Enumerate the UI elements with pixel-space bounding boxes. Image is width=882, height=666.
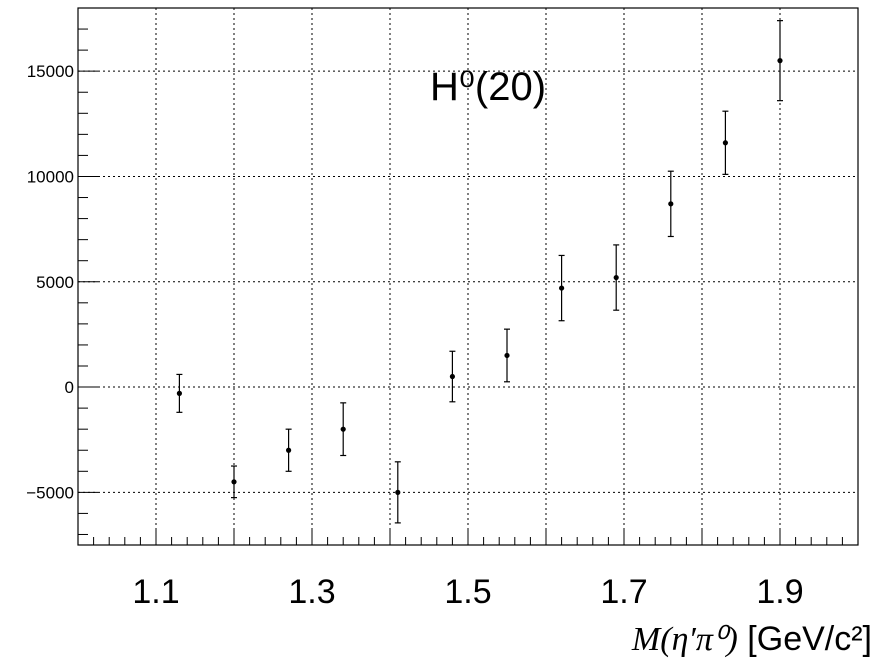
y-tick-label: 10000 [27,167,74,186]
data-point [176,373,183,413]
data-marker [559,285,565,291]
data-marker [777,58,783,64]
data-marker [231,479,237,485]
plot-frame [77,7,859,546]
x-tick-label: 1.5 [444,573,491,611]
data-points [176,20,783,524]
data-point [504,328,510,383]
data-marker [504,352,510,359]
data-marker [340,426,346,432]
data-point [777,20,783,102]
y-tick-label: 5000 [36,273,74,292]
x-tick-label: 1.9 [756,573,803,611]
y-tick-label: −5000 [26,483,74,502]
x-tick-label: 1.7 [600,573,647,611]
x-tick-labels: 1.1 1.3 1.5 1.7 1.9 [132,573,803,611]
data-marker [395,489,401,495]
chart-title: H⁰(20) [430,65,546,109]
y-tick-label: 15000 [27,62,74,81]
data-point [667,170,674,238]
data-point [449,350,456,403]
data-point [231,465,237,499]
data-marker [176,390,182,396]
x-axis-label: M(η′π⁰) [GeV/c²] [631,620,872,658]
data-point [394,461,401,524]
y-tick-labels: −5000 0 5000 10000 15000 [26,62,74,502]
data-marker [449,373,455,380]
data-marker [613,274,619,281]
data-marker [286,447,292,453]
data-point [613,244,620,311]
data-marker [668,201,674,207]
x-axis-label-math: M(η′π⁰) [631,621,738,658]
data-point [722,110,729,175]
data-marker [722,140,729,146]
grid [78,8,858,545]
data-point [340,402,347,457]
x-tick-label: 1.3 [288,573,335,611]
x-tick-label: 1.1 [132,573,179,611]
data-point [285,428,292,472]
data-point [558,254,565,322]
x-axis-label-unit: [GeV/c²] [738,620,872,658]
y-tick-label: 0 [65,378,74,397]
